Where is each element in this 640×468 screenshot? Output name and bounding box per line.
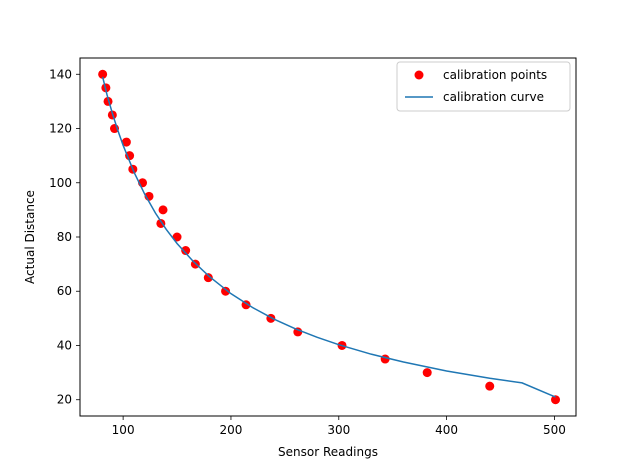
x-tick-label: 400 bbox=[435, 423, 458, 437]
calibration-point bbox=[172, 232, 182, 242]
calibration-point bbox=[203, 273, 213, 283]
x-tick-label: 200 bbox=[220, 423, 243, 437]
legend-label-calibration-points: calibration points bbox=[443, 68, 547, 82]
x-axis: 100 200 300 400 500 bbox=[112, 416, 566, 437]
y-tick-label: 40 bbox=[57, 338, 72, 352]
y-tick-label: 140 bbox=[49, 67, 72, 81]
x-tick-label: 100 bbox=[112, 423, 135, 437]
legend-label-calibration-curve: calibration curve bbox=[443, 90, 544, 104]
calibration-point bbox=[485, 381, 495, 391]
calibration-point bbox=[551, 395, 561, 405]
legend: calibration points calibration curve bbox=[396, 61, 571, 112]
calibration-point bbox=[125, 151, 135, 161]
y-tick-label: 100 bbox=[49, 176, 72, 190]
y-axis-label: Actual Distance bbox=[23, 190, 37, 284]
x-tick-label: 300 bbox=[327, 423, 350, 437]
y-tick-label: 20 bbox=[57, 393, 72, 407]
legend-marker-calibration-points bbox=[414, 70, 424, 80]
y-tick-label: 80 bbox=[57, 230, 72, 244]
y-tick-label: 60 bbox=[57, 284, 72, 298]
plot-area bbox=[98, 69, 561, 405]
calibration-point bbox=[121, 137, 131, 147]
calibration-point bbox=[422, 368, 432, 378]
calibration-point bbox=[158, 205, 168, 215]
calibration-point bbox=[181, 246, 191, 256]
y-axis: 20 40 60 80 100 120 140 bbox=[49, 67, 80, 407]
x-axis-label: Sensor Readings bbox=[278, 445, 378, 459]
calibration-point bbox=[221, 286, 231, 296]
calibration-point bbox=[98, 69, 108, 79]
calibration-curve-line bbox=[101, 76, 556, 398]
plot-frame bbox=[79, 57, 577, 417]
y-tick-label: 120 bbox=[49, 122, 72, 136]
x-tick-label: 500 bbox=[543, 423, 566, 437]
legend-box bbox=[396, 61, 571, 112]
